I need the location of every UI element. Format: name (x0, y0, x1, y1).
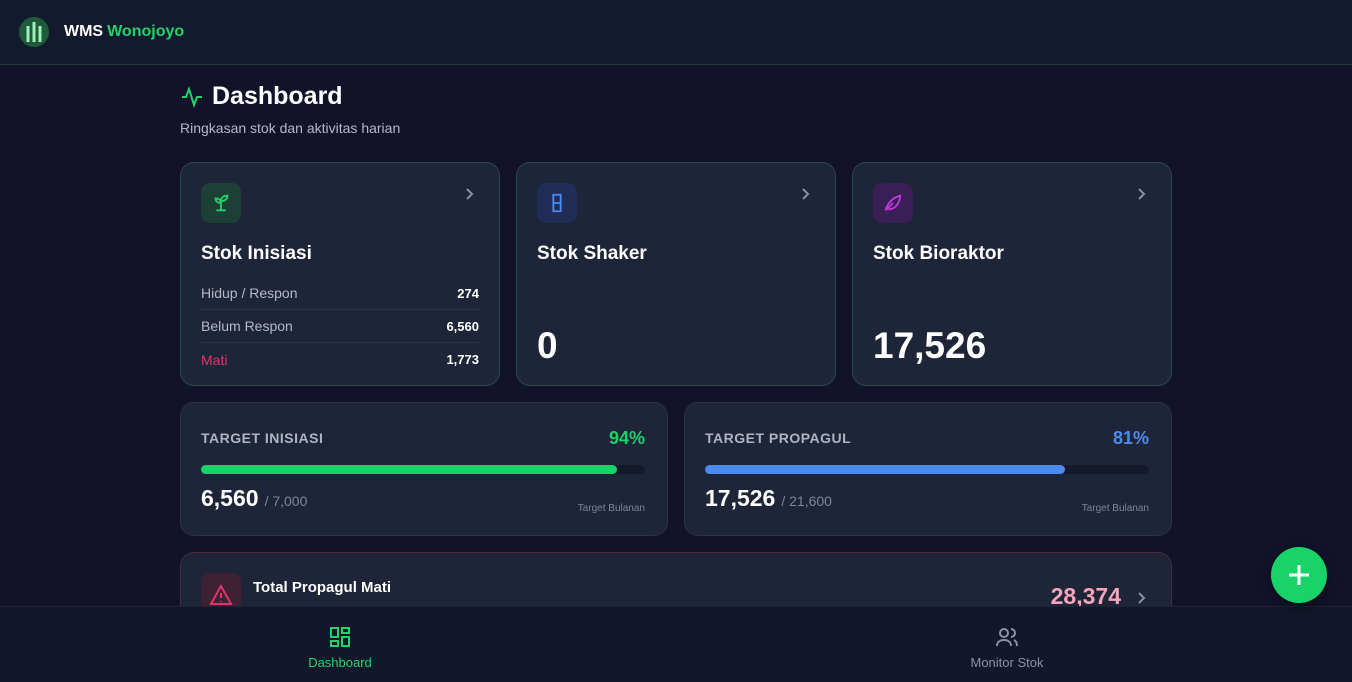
row-value: 274 (457, 285, 479, 301)
alert-value: 28,374 (1050, 583, 1121, 609)
row-value: 1,773 (446, 352, 479, 367)
target-title: TARGET PROPAGUL (705, 430, 852, 446)
title-text: Dashboard (212, 82, 343, 110)
nav-item[interactable]: Dashboard (280, 625, 400, 670)
stock-card[interactable]: Stok Shaker 0 (516, 162, 836, 386)
target-note: Target Bulanan (577, 503, 645, 514)
nav-label: Monitor Stok (970, 655, 1044, 670)
row-label: Belum Respon (201, 318, 293, 334)
alert-title: Total Propagul Mati (253, 579, 392, 596)
page-subtitle: Ringkasan stok dan aktivitas harian (180, 120, 401, 136)
progress-fill (201, 465, 618, 474)
progress-track (705, 465, 1149, 474)
icon (537, 183, 577, 223)
brand-name: WMS (64, 23, 104, 40)
logo (19, 17, 49, 47)
target-current: 17,526/ 21,600 (705, 485, 832, 511)
icon (201, 183, 241, 223)
target-percent: 81% (1112, 428, 1149, 448)
header: WMS Wonojoyo (0, 0, 1352, 65)
stock-card[interactable]: Stok Bioraktor 17,526 (852, 162, 1172, 386)
nav-label: Dashboard (308, 655, 372, 670)
progress-track (201, 465, 645, 474)
bottom-nav: Dashboard Monitor Stok (0, 606, 1352, 682)
target-goal: / 21,600 (781, 493, 832, 509)
row: Mati 1,773 (201, 343, 479, 376)
target-percent: 94% (608, 428, 645, 448)
brand: WMS Wonojoyo (64, 23, 184, 41)
progress-fill (705, 465, 1066, 474)
chevron (466, 188, 474, 200)
rows: Hidup / Respon 274 Belum Respon 6,560 Mati… (201, 277, 479, 376)
icon (873, 183, 913, 223)
row-label: Hidup / Respon (201, 285, 298, 301)
target-note: Target Bulanan (1081, 503, 1149, 514)
target-goal: / 7,000 (264, 493, 308, 509)
nav-item[interactable]: Monitor Stok (947, 625, 1067, 670)
chevron (802, 188, 810, 200)
brand-accent: Wonojoyo (107, 23, 185, 40)
target-title: TARGET INISIASI (201, 430, 324, 446)
card-title: Stok Bioraktor (873, 243, 1004, 264)
stock-card[interactable]: Stok Inisiasi Hidup / Respon 274 Belum Re… (180, 162, 500, 386)
page-title: Dashboard (180, 82, 343, 111)
row: Belum Respon 6,560 (201, 310, 479, 343)
chevron (1138, 188, 1146, 200)
add-button[interactable] (1271, 547, 1327, 603)
row: Hidup / Respon 274 (201, 277, 479, 310)
row-value: 6,560 (446, 318, 479, 334)
card-title: Stok Shaker (537, 243, 647, 264)
target-card[interactable]: TARGET PROPAGUL 81% 17,526/ 21,600 Target B… (684, 402, 1172, 536)
row-label: Mati (201, 351, 228, 368)
chevron (1138, 592, 1146, 604)
card-title: Stok Inisiasi (201, 243, 312, 264)
target-card[interactable]: TARGET INISIASI 94% 6,560/ 7,000 Target Bul… (180, 402, 668, 536)
target-current: 6,560/ 7,000 (201, 485, 308, 511)
card-value: 0 (537, 325, 558, 366)
card-value: 17,526 (873, 325, 987, 366)
